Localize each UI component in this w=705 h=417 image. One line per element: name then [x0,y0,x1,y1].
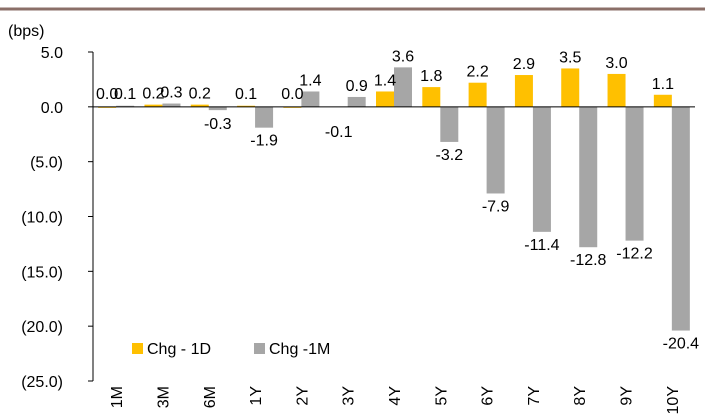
data-label: 1.4 [374,72,396,89]
y-tick-label: 5.0 [41,45,63,62]
bar-chg-1m-6Y [486,106,505,194]
bar-chg-1m-10Y [671,106,690,331]
bar-chg-1d-5Y [422,87,441,107]
bar-chg-1m-2Y [301,91,320,107]
bar-chg-1m-7Y [532,106,551,232]
bar-chg-1m-8Y [579,106,598,248]
data-label: 0.1 [235,86,257,103]
bar-chg-1d-8Y [561,68,580,107]
data-label: -3.2 [436,147,464,164]
data-label: -1.9 [250,133,278,150]
data-label: 0.2 [189,86,211,103]
y-tick-label: (15.0) [21,264,63,281]
data-label: -11.4 [524,237,559,254]
bar-chg-1m-9Y [625,106,644,241]
data-label: -0.3 [204,116,232,133]
data-label: -0.1 [325,124,353,141]
legend-label: Chg -1M [269,341,330,358]
unit-label: (bps) [8,23,44,40]
y-tick-label: (25.0) [21,374,63,391]
data-label: -7.9 [482,198,510,215]
bar-chg-1m-3Y [347,96,366,107]
x-axis: 1M 3M 6M 1Y 2Y 3Y 4Y 5Y 6Y 7Y 8Y 9Y 10Y [109,386,682,415]
bar-chg-1d-9Y [607,73,626,107]
bar-chg-1d-1Y [237,105,256,107]
bar-chg-1m-6M [208,106,227,111]
bar-chg-1d-6Y [468,82,487,107]
x-tick-label: 6Y [480,386,497,406]
bar-chg-1d-6M [190,104,209,107]
x-tick-label: 3Y [341,386,358,406]
x-tick-label: 4Y [387,386,404,406]
data-label: 2.2 [466,64,488,81]
x-tick-label: 3M [155,386,172,408]
x-tick-label: 6M [202,386,219,408]
y-tick-label: (20.0) [21,319,63,336]
bar-chg-1m-4Y [394,67,412,107]
x-tick-label: 1Y [248,386,265,406]
x-tick-label: 9Y [619,386,636,406]
x-tick-label: 1M [109,386,126,408]
y-axis: 5.0 0.0 (5.0) (10.0) (15.0) (20.0) (25.0) [21,45,94,391]
data-label: 1.4 [299,72,321,89]
x-tick-label: 8Y [572,386,589,406]
legend-label: Chg - 1D [147,341,211,358]
x-tick-label: 2Y [294,386,311,406]
bars [98,67,690,331]
data-labels: 0.0 0.2 0.2 0.1 0.01.4 1.8 2.2 2.9 3.5 3.01.10.1 0… [96,48,699,352]
data-label: 3.6 [392,48,414,65]
data-label: 0.0 [281,86,303,103]
data-label: 0.9 [346,78,368,95]
y-tick-label: (5.0) [30,155,63,172]
x-tick-label: 7Y [526,386,543,406]
data-label: -12.8 [570,252,607,269]
bar-chg-1d-3M [144,104,163,107]
y-tick-label: (10.0) [21,210,63,227]
legend: Chg - 1D Chg -1M [132,341,330,358]
y-tick-label: 0.0 [41,100,63,117]
x-tick-label: 5Y [433,386,450,406]
data-label: 0.0 [96,86,118,103]
data-label: 3.5 [559,49,581,66]
legend-swatch [132,343,143,354]
data-label: 2.9 [513,56,535,73]
x-tick-label: 10Y [665,386,682,415]
bar-chg-1m-3M [162,103,181,107]
bar-chg-1m-5Y [440,106,459,142]
bar-chg-1d-7Y [514,75,533,107]
bar-chg-1d-4Y [376,91,394,107]
data-label: 1.1 [652,76,674,93]
bar-chg-1m-1M [116,105,135,107]
bar-chg-1d-10Y [653,94,672,107]
legend-swatch [254,343,265,354]
data-label: 0.2 [142,86,164,103]
data-label: 0.3 [160,85,182,102]
data-label: 0.1 [114,86,136,103]
data-label: 3.0 [605,55,627,72]
data-label: 1.8 [420,68,442,85]
data-label: -12.2 [616,246,653,263]
data-label: -20.4 [663,336,700,353]
bar-chg-1m-1Y [255,106,274,128]
